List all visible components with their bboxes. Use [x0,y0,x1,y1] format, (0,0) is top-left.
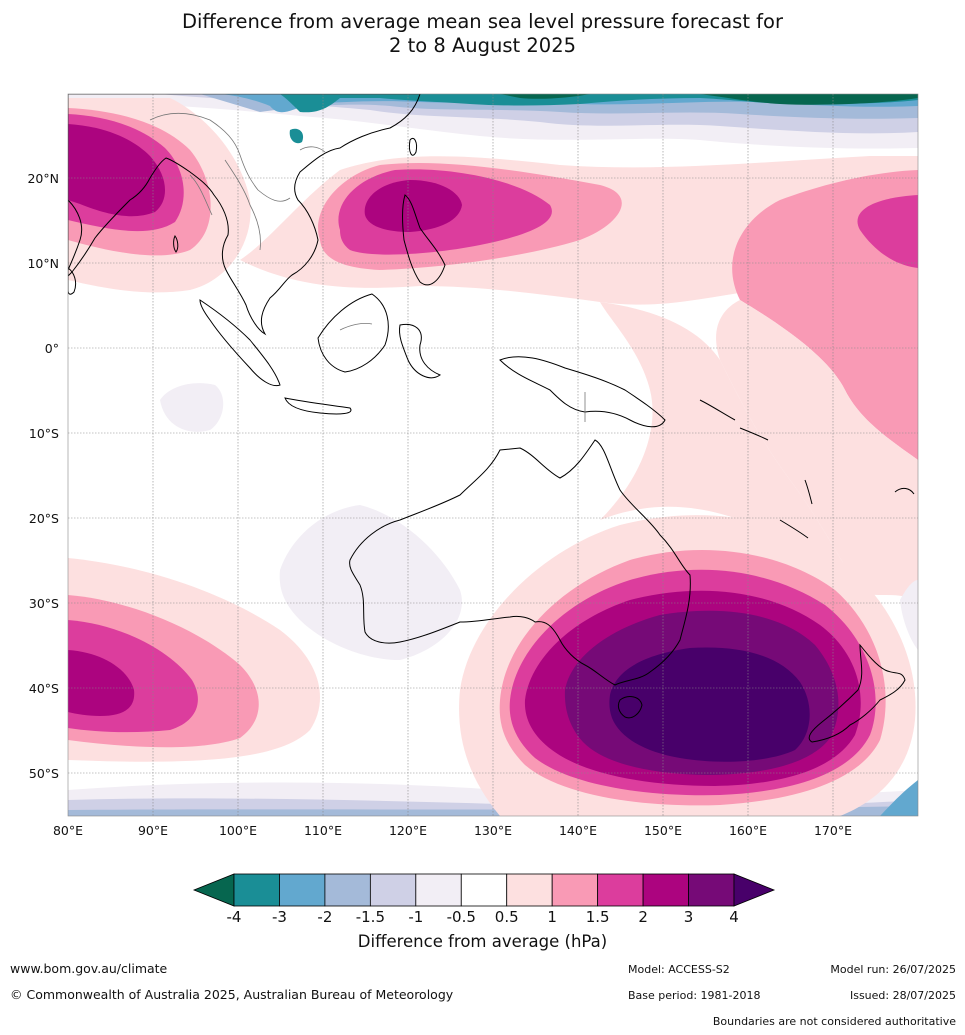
colorbar-extend-max [733,873,776,907]
fiji-islands [894,487,915,495]
lon-label: 120°E [389,823,427,838]
lon-label: 90°E [138,823,168,838]
colorbar-title: Difference from average (hPa) [357,932,608,951]
website-link[interactable]: www.bom.gov.au/climate [10,961,168,976]
vanuatu-islands [804,479,813,505]
title-line-2: 2 to 8 August 2025 [388,34,577,57]
new-guinea-coast [499,356,666,428]
lat-label: 10°N [27,256,59,271]
colorbar-segment [415,873,462,907]
lat-label: 0° [45,341,59,356]
model-text: Model: ACCESS-S2 [628,963,730,976]
model-run-text: Model run: 26/07/2025 [830,963,956,976]
lat-label: 40°S [29,681,59,696]
colorbar-tick-label: 1 [547,908,557,926]
new-caledonia [779,519,809,539]
solomon-islands [699,399,769,441]
sulawesi-coast [399,323,442,379]
colorbar-tick-label: -1 [408,908,423,926]
graticule [68,94,918,816]
title-line-1: Difference from average mean sea level p… [182,10,783,33]
east-pacific-positive-anomaly [732,170,918,460]
lon-label: 100°E [219,823,257,838]
colorbar-segment [551,873,599,907]
colorbar-tick-label: -2 [317,908,332,926]
tasmania-coast [617,696,643,719]
colorbar-tick-label: 0.5 [495,908,519,926]
disclaimer-text: Boundaries are not considered authoritat… [712,1015,956,1028]
base-period-text: Base period: 1981-2018 [628,989,761,1002]
colorbar-tick-label: -4 [227,908,242,926]
borneo-coast [317,293,389,373]
lon-label: 160°E [729,823,767,838]
coastlines [68,94,915,743]
colorbar-tick-label: 1.5 [586,908,610,926]
lon-label: 110°E [304,823,342,838]
colorbar-segment [279,873,326,907]
longitude-labels: 80°E 90°E 100°E 110°E 120°E 130°E 140°E … [53,823,852,838]
colorbar: -4 -3 -2 -1.5 -1 -0.5 0.5 1 1.5 2 3 4 [192,873,776,926]
lat-label: 50°S [29,766,59,781]
colorbar-segment [506,873,553,907]
colorbar-segment [369,873,417,907]
colorbar-segment [233,873,280,907]
colorbar-segment [460,873,508,907]
colorbar-segment [597,873,644,907]
philippines-coast [402,194,446,286]
south-indian-ocean-positive-anomaly [68,558,320,762]
colorbar-segment [688,873,735,907]
copyright-text: © Commonwealth of Australia 2025, Austra… [10,987,454,1002]
issued-text: Issued: 28/07/2025 [849,989,956,1002]
colorbar-tick-label: 2 [638,908,648,926]
latitude-labels: 20°N 10°N 0° 10°S 20°S 30°S 40°S 50°S [27,171,59,781]
taiwan-coast [409,137,417,156]
map-frame [67,93,919,817]
map-panel [68,94,918,816]
colorbar-tick-label: -0.5 [447,908,476,926]
colorbar-segment [324,873,371,907]
mainland-asia-coast [68,94,421,336]
colorbar-tick-label: 4 [729,908,739,926]
sumatra-coast [199,299,281,387]
lon-label: 170°E [814,823,852,838]
tasman-positive-anomaly [459,515,916,816]
lat-label: 20°S [29,511,59,526]
bay-of-bengal-positive-anomaly [68,98,251,293]
colorbar-extend-min [192,873,235,907]
colorbar-tick-label: -3 [272,908,287,926]
chart-title: Difference from average mean sea level p… [0,10,965,58]
colorbar-segment [642,873,689,907]
lat-label: 20°N [27,171,59,186]
lat-label: 10°S [29,426,59,441]
india-coast [68,199,83,271]
colorbar-tick-label: -1.5 [356,908,385,926]
lon-label: 80°E [53,823,83,838]
lon-label: 140°E [559,823,597,838]
australia-coast [349,439,691,686]
lon-label: 150°E [644,823,682,838]
andaman-islands [173,235,179,253]
java-coast [284,397,352,415]
colorbar-tick-label: 3 [684,908,694,926]
new-zealand-coast [808,643,906,743]
lat-label: 30°S [29,596,59,611]
lon-label: 130°E [474,823,512,838]
country-boundaries [149,112,586,422]
